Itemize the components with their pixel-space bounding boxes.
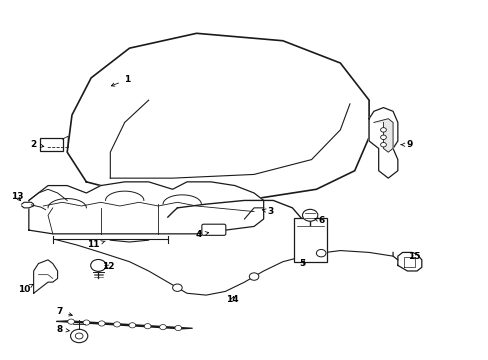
Text: 14: 14 [226, 295, 238, 304]
Polygon shape [57, 321, 192, 329]
Polygon shape [368, 108, 397, 178]
Circle shape [380, 128, 386, 132]
Circle shape [159, 324, 166, 330]
Text: 6: 6 [314, 216, 324, 225]
FancyBboxPatch shape [40, 138, 63, 151]
Circle shape [249, 273, 258, 280]
FancyBboxPatch shape [293, 218, 326, 262]
Circle shape [75, 333, 83, 339]
Polygon shape [21, 202, 34, 208]
Circle shape [113, 322, 120, 327]
Text: 2: 2 [30, 140, 44, 149]
Circle shape [175, 325, 181, 330]
Circle shape [90, 260, 106, 271]
Text: 4: 4 [195, 230, 208, 239]
Circle shape [144, 324, 151, 329]
Circle shape [380, 135, 386, 140]
Polygon shape [67, 33, 368, 201]
FancyBboxPatch shape [202, 224, 225, 235]
Text: 15: 15 [407, 252, 420, 261]
Polygon shape [397, 252, 421, 271]
Text: 1: 1 [111, 75, 130, 86]
Circle shape [380, 143, 386, 147]
Circle shape [172, 284, 182, 291]
Polygon shape [29, 182, 263, 234]
Polygon shape [373, 119, 392, 152]
Text: 12: 12 [102, 262, 114, 271]
Text: 11: 11 [87, 240, 105, 249]
Text: 7: 7 [57, 307, 72, 316]
Circle shape [129, 323, 136, 328]
Circle shape [83, 320, 90, 325]
Circle shape [316, 249, 325, 257]
Text: 13: 13 [11, 192, 23, 201]
Text: 9: 9 [400, 140, 412, 149]
Text: 3: 3 [262, 207, 273, 216]
Circle shape [98, 321, 105, 326]
Text: 10: 10 [18, 284, 33, 294]
Circle shape [68, 319, 74, 324]
Circle shape [302, 209, 317, 221]
Circle shape [70, 329, 88, 343]
Polygon shape [34, 260, 58, 293]
Text: 8: 8 [57, 325, 69, 334]
Text: 5: 5 [298, 259, 305, 268]
